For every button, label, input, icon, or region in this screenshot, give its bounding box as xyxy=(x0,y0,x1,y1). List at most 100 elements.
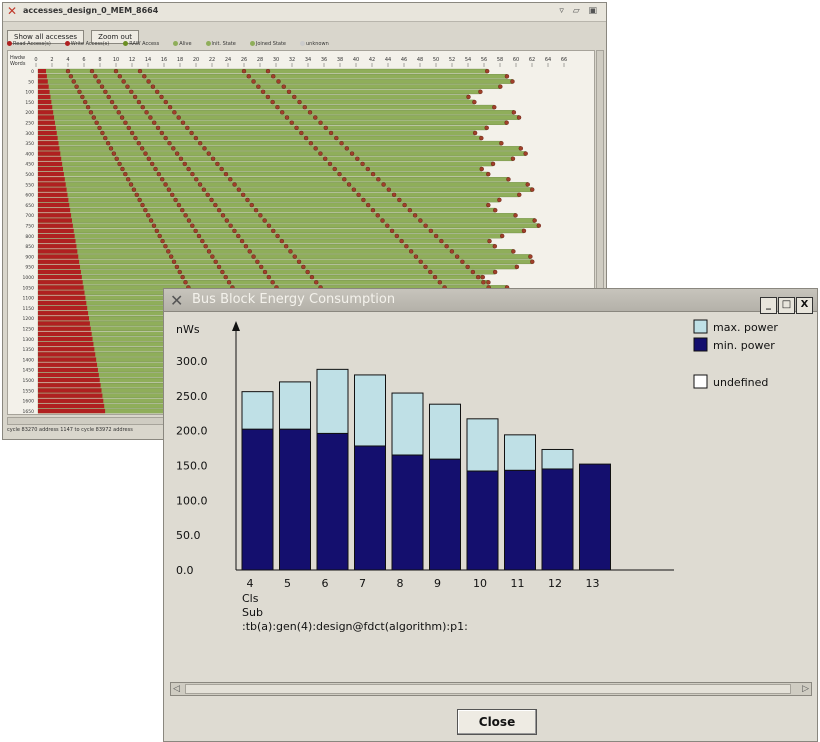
write-access-marker xyxy=(114,156,119,161)
write-access-marker xyxy=(314,280,319,285)
last-access-marker xyxy=(493,208,498,213)
address-label: 1100 xyxy=(23,296,35,302)
write-access-marker xyxy=(163,99,168,105)
read-region xyxy=(38,321,90,326)
bar-min-power xyxy=(466,470,499,571)
address-label: 1200 xyxy=(23,316,35,322)
address-label: 650 xyxy=(25,203,34,209)
alive-bar xyxy=(37,197,500,203)
y-axis-label: nWs xyxy=(176,323,200,336)
cycle-tick-label: 56 xyxy=(481,57,487,63)
write-access-marker xyxy=(433,233,439,239)
cycle-tick-label: 6 xyxy=(82,57,85,63)
write-access-marker xyxy=(128,182,134,187)
alive-bar xyxy=(37,243,495,249)
alive-bar xyxy=(37,207,496,213)
cycle-tick-label: 14 xyxy=(145,57,151,63)
scroll-right-icon[interactable]: ▷ xyxy=(802,684,809,694)
alive-bar xyxy=(37,156,514,162)
write-access-marker xyxy=(258,264,264,270)
address-label: 1400 xyxy=(23,357,35,363)
write-access-marker xyxy=(206,249,212,254)
window-controls-icon[interactable]: ▿ ▱ ▣ xyxy=(559,6,600,16)
horizontal-scrollbar[interactable]: ◁ ▷ xyxy=(170,682,812,696)
write-access-marker xyxy=(163,182,168,187)
write-access-marker xyxy=(404,244,409,249)
write-access-marker xyxy=(88,110,94,115)
cycle-tick-label: 52 xyxy=(449,57,455,63)
write-access-marker xyxy=(313,146,318,151)
bar-min-power xyxy=(354,445,386,571)
write-access-marker xyxy=(117,161,122,167)
write-access-marker xyxy=(125,177,131,182)
access-legend-label: unknown xyxy=(306,41,329,47)
write-access-marker xyxy=(68,74,74,79)
access-legend: Read Access(s) Write Access(s) RAW Access A… xyxy=(7,41,343,50)
read-region xyxy=(38,89,50,94)
write-access-marker xyxy=(376,177,381,182)
write-access-marker xyxy=(255,259,260,264)
bar-min-power xyxy=(316,432,349,571)
last-access-marker xyxy=(486,171,491,177)
write-access-marker xyxy=(157,233,162,239)
app-x-icon: ✕ xyxy=(7,4,18,18)
write-access-marker xyxy=(449,249,455,254)
write-access-marker xyxy=(262,218,267,223)
y-tick-label: 300.0 xyxy=(176,355,208,368)
write-access-marker xyxy=(193,228,198,234)
read-region xyxy=(38,244,77,249)
legend-dot-icon xyxy=(64,41,70,46)
address-label: 250 xyxy=(25,121,34,127)
read-region xyxy=(38,378,100,383)
zoom-out-button[interactable]: Zoom out xyxy=(91,30,140,44)
bar-max-power xyxy=(279,381,311,430)
cycle-tick-label: 46 xyxy=(401,57,407,63)
window-close-button[interactable]: X xyxy=(796,297,813,314)
write-access-marker xyxy=(292,94,297,100)
last-access-marker xyxy=(513,213,518,218)
x-tick-label: 10 xyxy=(473,577,487,590)
read-region xyxy=(38,347,95,352)
read-region xyxy=(38,233,75,239)
maximize-button[interactable]: □ xyxy=(778,297,795,314)
x-tick-label: 6 xyxy=(322,577,329,590)
read-region xyxy=(38,331,92,336)
alive-bar xyxy=(37,213,516,218)
alive-bar xyxy=(37,279,489,285)
write-access-marker xyxy=(365,166,371,172)
write-access-marker xyxy=(97,125,102,131)
axis-corner-line: Words xyxy=(10,61,26,67)
read-region xyxy=(38,341,94,347)
access-viewer-titlebar[interactable]: ✕ accesses_design_0_MEM_8664 ▿ ▱ ▣ xyxy=(3,3,606,22)
write-access-marker xyxy=(266,223,272,228)
write-access-marker xyxy=(142,74,147,79)
energy-chart-titlebar[interactable]: ✕ Bus Block Energy Consumption _ □ X xyxy=(164,289,817,314)
write-access-marker xyxy=(302,105,307,110)
write-access-marker xyxy=(423,264,428,270)
bar-max-power xyxy=(504,434,536,471)
close-button[interactable]: Close xyxy=(457,709,537,735)
access-legend-label: Read Access(s) xyxy=(13,41,51,47)
read-region xyxy=(38,161,63,167)
x-tick-label: 11 xyxy=(511,577,525,590)
write-access-marker xyxy=(240,192,246,197)
last-access-marker xyxy=(479,135,484,141)
write-access-marker xyxy=(356,192,361,197)
read-region xyxy=(38,74,47,79)
write-access-marker xyxy=(279,238,285,244)
scroll-thumb[interactable] xyxy=(185,684,791,694)
write-access-marker xyxy=(167,105,173,110)
write-access-marker xyxy=(123,120,128,125)
scroll-left-icon[interactable]: ◁ xyxy=(173,684,180,694)
alive-bar xyxy=(37,177,509,182)
show-all-accesses-button[interactable]: Show all accesses xyxy=(7,30,85,44)
cycle-tick-label: 34 xyxy=(305,57,311,63)
address-label: 1050 xyxy=(23,285,35,291)
alive-bar xyxy=(37,151,526,156)
write-access-marker xyxy=(210,156,216,161)
address-label: 1600 xyxy=(23,399,35,405)
minimize-button[interactable]: _ xyxy=(760,297,777,314)
write-access-marker xyxy=(344,146,350,151)
write-access-marker xyxy=(103,89,108,94)
read-region xyxy=(38,218,72,223)
